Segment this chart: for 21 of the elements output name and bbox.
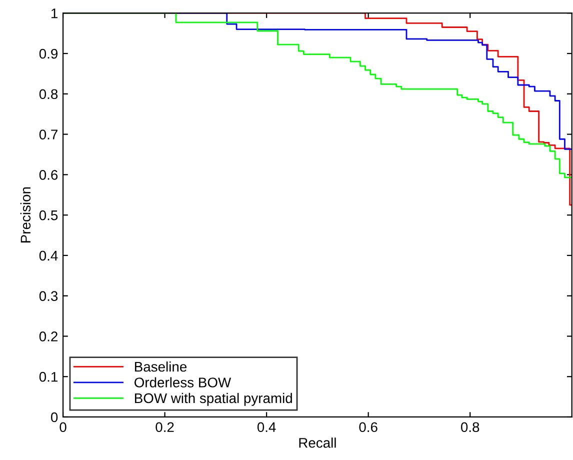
x-axis-title: Recall [299,438,336,448]
y-tick-label: 0.1 [39,372,58,382]
legend-label: BOW with spatial pyramid [135,392,292,406]
x-tick-label: 0.8 [460,422,480,432]
y-tick-label: 0.9 [39,48,58,59]
y-tick-label: 0.2 [39,332,58,342]
y-tick-label: 0.3 [39,291,58,301]
x-tick-label: 0.6 [359,422,378,432]
x-tick-label: 0 [60,422,66,432]
y-tick-label: 0 [50,412,58,422]
x-tick-label: 0.4 [257,422,276,432]
y-tick-label: 1 [52,8,58,18]
x-tick-label: 0.2 [156,422,174,432]
legend-label: Baseline [135,361,187,372]
y-axis-title: Precision [20,187,31,242]
legend-label: Orderless BOW [134,377,232,388]
y-tick-label: 0.7 [39,130,58,140]
y-tick-label: 0.6 [39,170,58,180]
y-tick-label: 0.4 [39,250,58,261]
y-tick-label: 0.8 [39,89,58,100]
y-tick-label: 0.5 [39,210,58,220]
